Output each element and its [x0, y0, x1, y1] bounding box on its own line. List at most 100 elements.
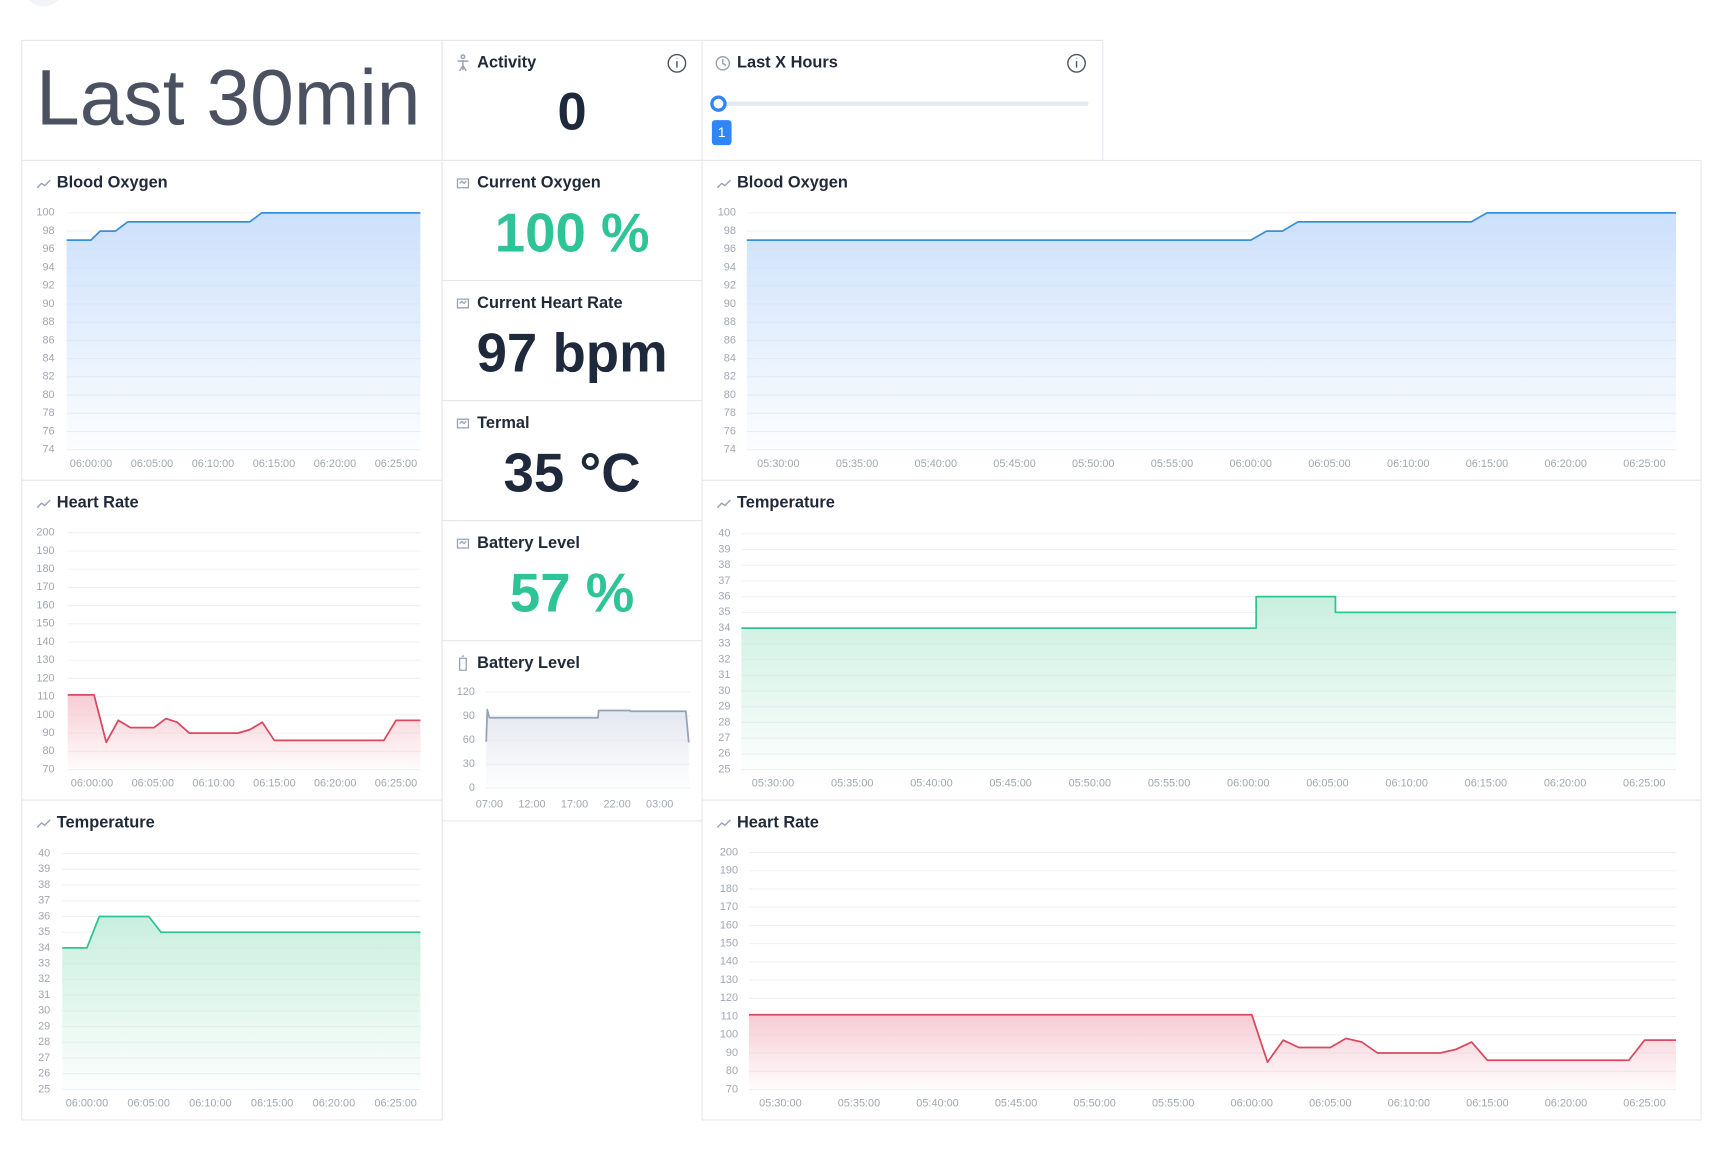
- area: [749, 1014, 1676, 1090]
- stat-value: 97 bpm: [477, 322, 668, 383]
- area: [67, 694, 421, 770]
- line: [749, 1013, 1676, 1063]
- x-tick-label: 05:45:00: [995, 1097, 1037, 1109]
- y-tick-label: 86: [42, 334, 54, 346]
- stat-icon: [456, 298, 470, 309]
- y-tick-label: 190: [720, 865, 738, 877]
- x-tick-label: 06:25:00: [375, 458, 417, 470]
- y-tick-label: 82: [724, 371, 736, 383]
- stat-value: 35 °C: [504, 442, 641, 503]
- y-tick-label: 39: [718, 543, 730, 555]
- y-tick-label: 160: [36, 599, 54, 611]
- y-tick-label: 92: [724, 280, 736, 292]
- x-tick-label: 06:05:00: [1308, 458, 1350, 470]
- activity-icon: [457, 54, 469, 72]
- x-tick-label: 05:50:00: [1069, 778, 1111, 790]
- y-tick-label: 100: [718, 207, 736, 219]
- slider-track[interactable]: [717, 101, 1089, 106]
- y-tick-label: 98: [42, 225, 54, 237]
- y-tick-label: 140: [720, 956, 738, 968]
- x-tick-label: 05:50:00: [1073, 1097, 1115, 1109]
- chart-title: Heart Rate: [57, 494, 139, 512]
- x-tick-label: 06:00:00: [66, 1097, 108, 1109]
- x-tick-label: 06:10:00: [189, 1097, 231, 1109]
- line: [746, 211, 1676, 242]
- x-tick-label: 06:05:00: [132, 778, 174, 790]
- y-tick-label: 170: [36, 581, 54, 593]
- y-tick-label: 78: [724, 407, 736, 419]
- x-tick-label: 05:35:00: [831, 778, 873, 790]
- y-tick-label: 80: [724, 389, 736, 401]
- x-tick-label: 06:10:00: [192, 778, 234, 790]
- x-tick-label: 05:55:00: [1152, 1097, 1194, 1109]
- stat-icon: [456, 418, 470, 429]
- y-tick-label: 31: [718, 669, 730, 681]
- y-tick-label: 29: [38, 1020, 50, 1032]
- x-tick-label: 05:30:00: [759, 1097, 801, 1109]
- x-tick-label: 05:30:00: [757, 458, 799, 470]
- y-tick-label: 100: [36, 709, 54, 721]
- trend-icon: [716, 819, 731, 828]
- x-tick-label: 05:45:00: [989, 778, 1031, 790]
- x-tick-label: 06:15:00: [253, 778, 295, 790]
- x-tick-label: 17:00: [561, 798, 588, 810]
- y-tick-label: 27: [38, 1052, 50, 1064]
- x-tick-label: 06:20:00: [313, 1097, 355, 1109]
- y-tick-label: 0: [469, 782, 475, 794]
- x-tick-label: 06:10:00: [1385, 778, 1427, 790]
- y-tick-label: 28: [718, 716, 730, 728]
- y-tick-label: 27: [718, 732, 730, 744]
- y-tick-label: 33: [38, 958, 50, 970]
- y-tick-label: 30: [463, 758, 475, 770]
- x-tick-label: 06:25:00: [375, 778, 417, 790]
- y-tick-label: 110: [37, 691, 54, 703]
- y-tick-label: 76: [42, 425, 54, 437]
- y-tick-label: 80: [42, 745, 54, 757]
- y-tick-label: 190: [36, 545, 54, 557]
- line: [62, 915, 421, 949]
- x-tick-label: 06:25:00: [1623, 778, 1665, 790]
- y-tick-label: 74: [724, 444, 736, 456]
- y-tick-label: 33: [718, 638, 730, 650]
- x-tick-label: 06:00:00: [71, 778, 113, 790]
- info-icon[interactable]: [667, 53, 687, 73]
- y-tick-label: 180: [720, 883, 738, 895]
- stat-value: 57 %: [510, 563, 634, 624]
- activity-panel: [441, 39, 703, 162]
- x-tick-label: 05:30:00: [752, 778, 794, 790]
- y-tick-label: 25: [38, 1083, 50, 1095]
- stat-label: Current Oxygen: [477, 174, 601, 192]
- area: [746, 212, 1676, 450]
- x-tick-label: 05:55:00: [1148, 778, 1190, 790]
- slider-badge: [711, 120, 732, 146]
- x-tick-label: 05:50:00: [1072, 458, 1114, 470]
- chart-title: Temperature: [737, 494, 835, 512]
- x-tick-label: 05:35:00: [838, 1097, 880, 1109]
- slider-label: Last X Hours: [737, 54, 838, 72]
- y-tick-label: 200: [720, 846, 738, 858]
- x-tick-label: 06:05:00: [1306, 778, 1348, 790]
- y-tick-label: 37: [718, 575, 730, 587]
- y-tick-label: 96: [42, 243, 54, 255]
- x-tick-label: 06:20:00: [314, 778, 356, 790]
- y-tick-label: 98: [724, 225, 736, 237]
- area: [741, 596, 1676, 770]
- y-tick-label: 82: [42, 371, 54, 383]
- x-tick-label: 05:40:00: [915, 458, 957, 470]
- y-tick-label: 26: [38, 1068, 50, 1080]
- stat-panel: [441, 159, 703, 282]
- x-tick-label: 06:15:00: [1466, 1097, 1508, 1109]
- y-tick-label: 100: [36, 207, 54, 219]
- y-tick-label: 31: [38, 989, 50, 1001]
- y-tick-label: 96: [724, 243, 736, 255]
- chart-title: Blood Oxygen: [737, 174, 848, 192]
- info-icon[interactable]: [1067, 53, 1086, 73]
- slider-knob[interactable]: [710, 95, 727, 112]
- y-tick-label: 88: [724, 316, 736, 328]
- y-tick-label: 84: [42, 353, 54, 365]
- stat-panel: [441, 520, 703, 642]
- y-tick-label: 60: [463, 734, 475, 746]
- y-tick-label: 40: [38, 847, 50, 859]
- avatar[interactable]: [24, 0, 63, 7]
